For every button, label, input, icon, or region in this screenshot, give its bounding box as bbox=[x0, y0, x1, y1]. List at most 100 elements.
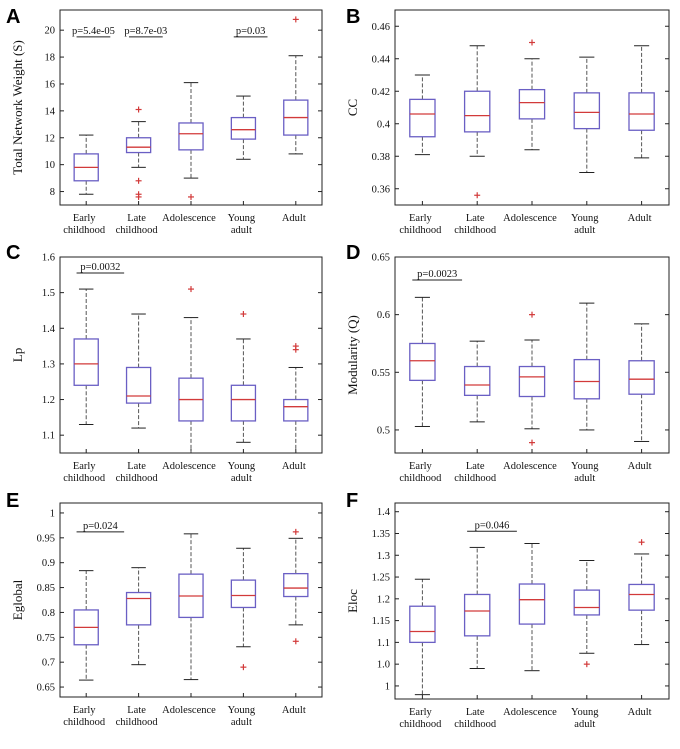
panel-label: D bbox=[346, 242, 360, 264]
box-3 bbox=[518, 311, 546, 446]
x-category-label: Late childhood bbox=[454, 707, 497, 730]
y-tick-label: 0.85 bbox=[37, 583, 55, 594]
x-category-label: Adolescence bbox=[503, 707, 557, 718]
y-tick-label: 0.9 bbox=[42, 558, 55, 569]
iqr-box bbox=[518, 88, 546, 120]
x-category-label: Adult bbox=[628, 213, 652, 224]
outlier-point bbox=[135, 193, 142, 200]
box-3 bbox=[518, 39, 546, 151]
iqr-box bbox=[125, 366, 152, 404]
p-value-label: p=0.03 bbox=[236, 26, 266, 37]
y-tick-label: 0.44 bbox=[372, 54, 391, 65]
iqr-box bbox=[628, 92, 655, 131]
box-1 bbox=[73, 134, 99, 195]
iqr-box bbox=[573, 589, 601, 616]
y-tick-label: 0.75 bbox=[37, 633, 55, 644]
outlier-point bbox=[292, 16, 299, 23]
y-tick-label: 1.3 bbox=[377, 551, 390, 562]
y-axis-label: Total Network Weight (S) bbox=[10, 40, 25, 175]
y-tick-label: 1.3 bbox=[42, 359, 55, 370]
y-axis-label: Modularity (Q) bbox=[345, 315, 360, 395]
y-tick-label: 0.65 bbox=[37, 683, 55, 694]
outlier-point bbox=[135, 106, 142, 113]
y-tick-label: 10 bbox=[45, 160, 56, 171]
panel-label: E bbox=[6, 490, 19, 512]
p-value-label: p=0.024 bbox=[83, 521, 119, 532]
p-value-label: p=5.4e-05 bbox=[72, 26, 115, 37]
y-tick-label: 0.36 bbox=[372, 184, 390, 195]
x-category-label: Adolescence bbox=[503, 461, 557, 472]
y-tick-label: 1.6 bbox=[42, 253, 55, 264]
iqr-box bbox=[125, 137, 152, 154]
iqr-box bbox=[463, 90, 491, 133]
x-category-label: Adult bbox=[282, 705, 306, 716]
panel-a: A 8 10 12 14 16 18 20 Total Network Weight (S) Ea… bbox=[6, 6, 323, 236]
box-1 bbox=[73, 570, 99, 681]
outlier-point bbox=[292, 638, 299, 645]
box-3 bbox=[518, 543, 546, 672]
y-tick-label: 1.0 bbox=[377, 660, 390, 671]
box-2 bbox=[125, 567, 152, 666]
iqr-box bbox=[178, 122, 204, 151]
y-tick-label: 0.6 bbox=[377, 310, 390, 321]
y-tick-label: 20 bbox=[45, 26, 56, 37]
panel-c: C 1.1 1.2 1.3 1.4 1.5 1.6 Lp Early childhood Late c… bbox=[6, 242, 323, 484]
panel-label: C bbox=[6, 242, 20, 264]
iqr-box bbox=[283, 572, 309, 598]
y-tick-label: 16 bbox=[45, 79, 56, 90]
box-5 bbox=[628, 539, 655, 646]
y-tick-label: 1.35 bbox=[372, 529, 390, 540]
x-category-label: Young adult bbox=[571, 213, 599, 236]
iqr-box bbox=[409, 98, 436, 138]
x-category-label: Late childhood bbox=[116, 213, 159, 236]
iqr-box bbox=[518, 365, 546, 398]
x-category-label: Late childhood bbox=[116, 705, 159, 728]
iqr-box bbox=[573, 92, 601, 130]
panel-label: F bbox=[346, 490, 358, 512]
y-tick-label: 8 bbox=[50, 187, 55, 198]
outlier-point bbox=[529, 311, 535, 318]
box-4 bbox=[573, 302, 601, 431]
panel-b: B 0.36 0.38 0.4 0.42 0.44 0.46 CC Early childhood… bbox=[345, 6, 670, 236]
box-1 bbox=[73, 288, 99, 425]
outlier-point bbox=[583, 661, 590, 668]
x-category-label: Young adult bbox=[228, 461, 256, 484]
x-category-label: Early childhood bbox=[399, 213, 442, 236]
box-5 bbox=[628, 45, 655, 159]
iqr-box bbox=[409, 342, 436, 382]
p-value-label: p=0.046 bbox=[475, 520, 510, 531]
iqr-box bbox=[409, 605, 436, 644]
outlier-point bbox=[240, 664, 247, 671]
box-3 bbox=[178, 286, 204, 454]
y-tick-label: 0.46 bbox=[372, 22, 390, 33]
box-4 bbox=[230, 311, 257, 443]
x-category-label: Adolescence bbox=[162, 461, 216, 472]
y-tick-label: 1 bbox=[385, 681, 390, 692]
box-5 bbox=[283, 16, 309, 155]
p-value-label: p=0.0023 bbox=[417, 269, 457, 280]
y-tick-label: 0.4 bbox=[377, 119, 391, 130]
x-category-label: Young adult bbox=[571, 461, 599, 484]
iqr-box bbox=[230, 384, 257, 422]
x-category-label: Adolescence bbox=[162, 705, 216, 716]
box-2 bbox=[125, 313, 152, 429]
iqr-box bbox=[463, 365, 491, 397]
y-tick-label: 0.95 bbox=[37, 533, 55, 544]
panel-e: E 0.65 0.7 0.75 0.8 0.85 0.9 0.95 1 Eglobal Early c… bbox=[6, 490, 323, 728]
panel-label: B bbox=[346, 6, 360, 28]
y-tick-label: 14 bbox=[45, 106, 56, 117]
iqr-box bbox=[283, 398, 309, 422]
iqr-box bbox=[518, 583, 546, 625]
y-tick-label: 1.25 bbox=[372, 573, 390, 584]
x-category-label: Early childhood bbox=[399, 461, 442, 484]
y-tick-label: 1.2 bbox=[42, 395, 55, 406]
box-5 bbox=[283, 528, 309, 645]
box-3 bbox=[178, 82, 204, 200]
iqr-box bbox=[628, 360, 655, 395]
y-tick-label: 0.5 bbox=[377, 425, 390, 436]
y-tick-label: 0.7 bbox=[42, 658, 55, 669]
outlier-point bbox=[638, 539, 645, 546]
plot-frame bbox=[394, 9, 670, 206]
p-value-label: p=8.7e-03 bbox=[124, 26, 167, 37]
